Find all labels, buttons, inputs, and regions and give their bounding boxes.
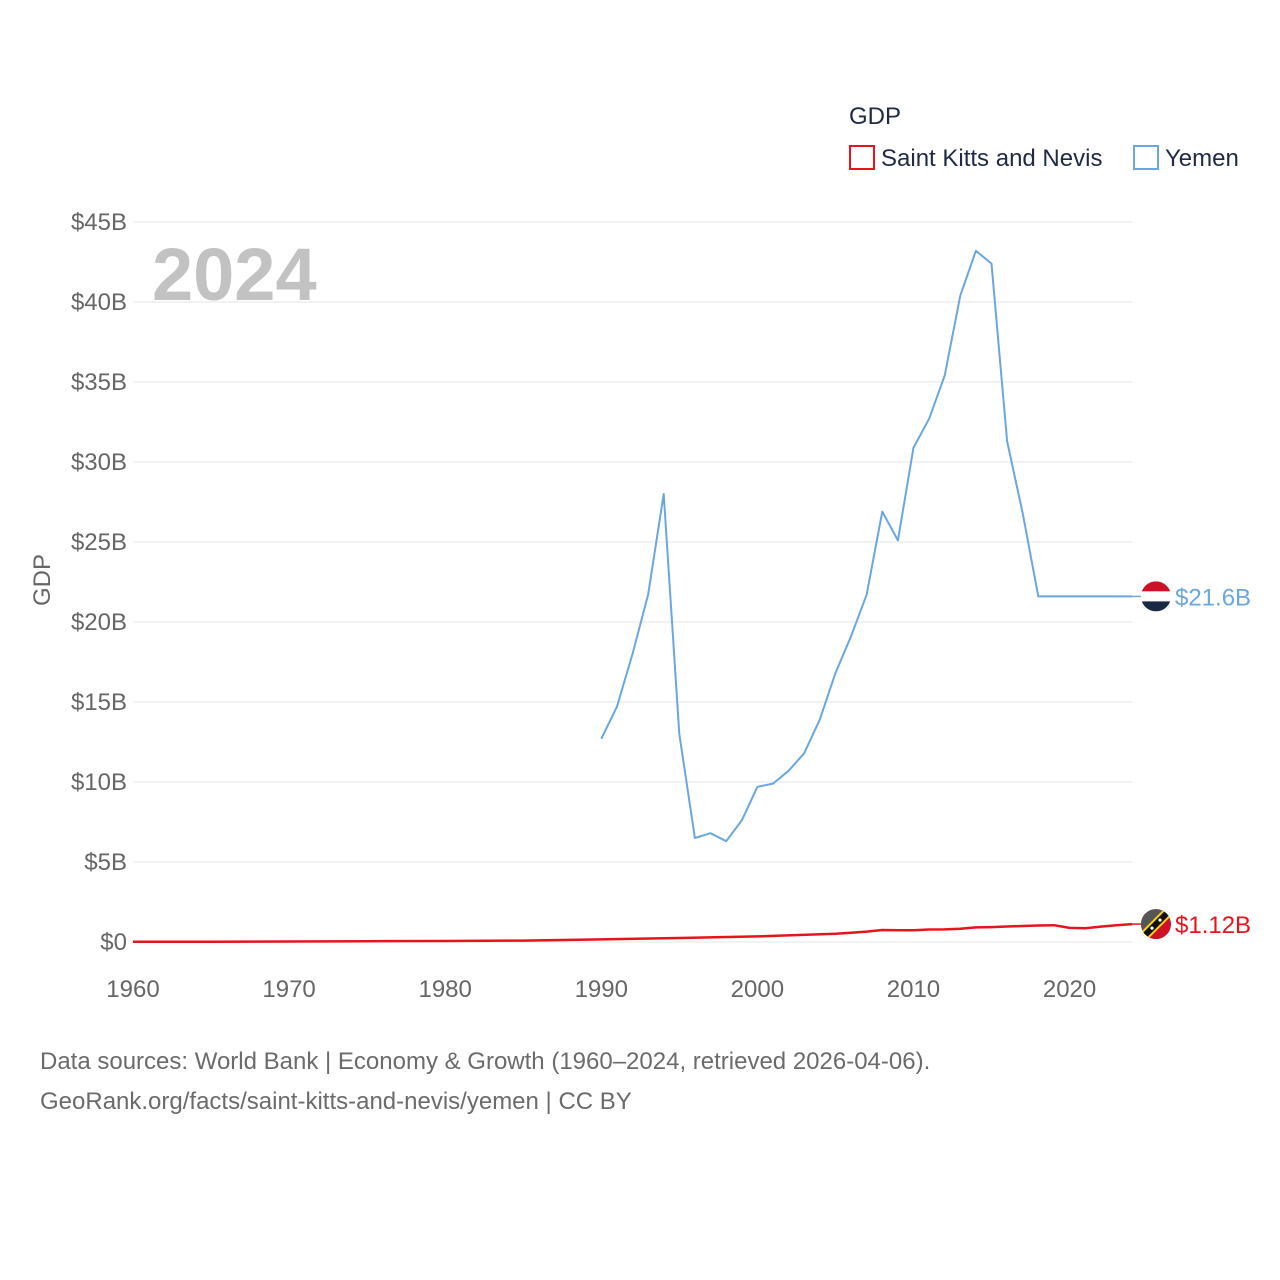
end-label-saint-kitts-and-nevis: $1.12B xyxy=(1175,912,1251,939)
x-tick-label: 2000 xyxy=(731,976,784,1003)
series-line-yemen[interactable] xyxy=(600,249,1132,843)
y-tick-label: $10B xyxy=(71,769,127,796)
series-lines xyxy=(132,249,1133,944)
y-axis-title: GDP xyxy=(29,554,56,606)
y-tick-label: $15B xyxy=(71,689,127,716)
x-axis-ticks: 1960 1970 1980 1990 2000 2010 2020 xyxy=(106,976,1096,1003)
y-tick-label: $25B xyxy=(71,529,127,556)
legend-label-saint-kitts-and-nevis: Saint Kitts and Nevis xyxy=(881,145,1102,172)
legend-item-yemen[interactable]: Yemen xyxy=(1133,145,1239,172)
legend-swatch-saint-kitts-and-nevis xyxy=(849,145,875,170)
gridlines xyxy=(133,221,1132,943)
legend-label-yemen: Yemen xyxy=(1165,145,1239,172)
yemen-flag-icon xyxy=(1141,581,1171,612)
y-tick-label: $20B xyxy=(71,609,127,636)
series-line-saint-kitts-and-nevis[interactable] xyxy=(132,922,1133,944)
x-tick-label: 2020 xyxy=(1043,976,1096,1003)
y-tick-label: $45B xyxy=(71,209,127,236)
data-source-footer: Data sources: World Bank | Economy & Gro… xyxy=(40,1042,1240,1122)
x-tick-label: 1960 xyxy=(106,976,159,1003)
legend-swatch-yemen xyxy=(1133,145,1159,170)
end-label-yemen: $21.6B xyxy=(1175,584,1251,611)
year-label: 2024 xyxy=(152,233,317,316)
x-tick-label: 1970 xyxy=(262,976,315,1003)
x-tick-label: 2010 xyxy=(887,976,940,1003)
legend: GDP Saint Kitts and Nevis Yemen xyxy=(849,103,1239,172)
y-axis-ticks: $0 $5B $10B $15B $20B $25B $30B $35B $40B $45B xyxy=(71,209,127,956)
legend-title: GDP xyxy=(849,103,901,130)
data-source-line: Data sources: World Bank | Economy & Gro… xyxy=(40,1048,931,1075)
source-url-line[interactable]: GeoRank.org/facts/saint-kitts-and-nevis/… xyxy=(40,1088,632,1115)
y-tick-label: $0 xyxy=(100,929,127,956)
legend-item-saint-kitts-and-nevis[interactable]: Saint Kitts and Nevis xyxy=(849,145,1102,172)
y-tick-label: $5B xyxy=(84,849,127,876)
y-tick-label: $40B xyxy=(71,289,127,316)
x-tick-label: 1980 xyxy=(418,976,471,1003)
x-tick-label: 1990 xyxy=(575,976,628,1003)
end-labels: $1.12B $21.6B xyxy=(1132,581,1251,940)
saint-kitts-and-nevis-flag-icon xyxy=(1141,909,1171,940)
y-tick-label: $30B xyxy=(71,449,127,476)
y-tick-label: $35B xyxy=(71,369,127,396)
